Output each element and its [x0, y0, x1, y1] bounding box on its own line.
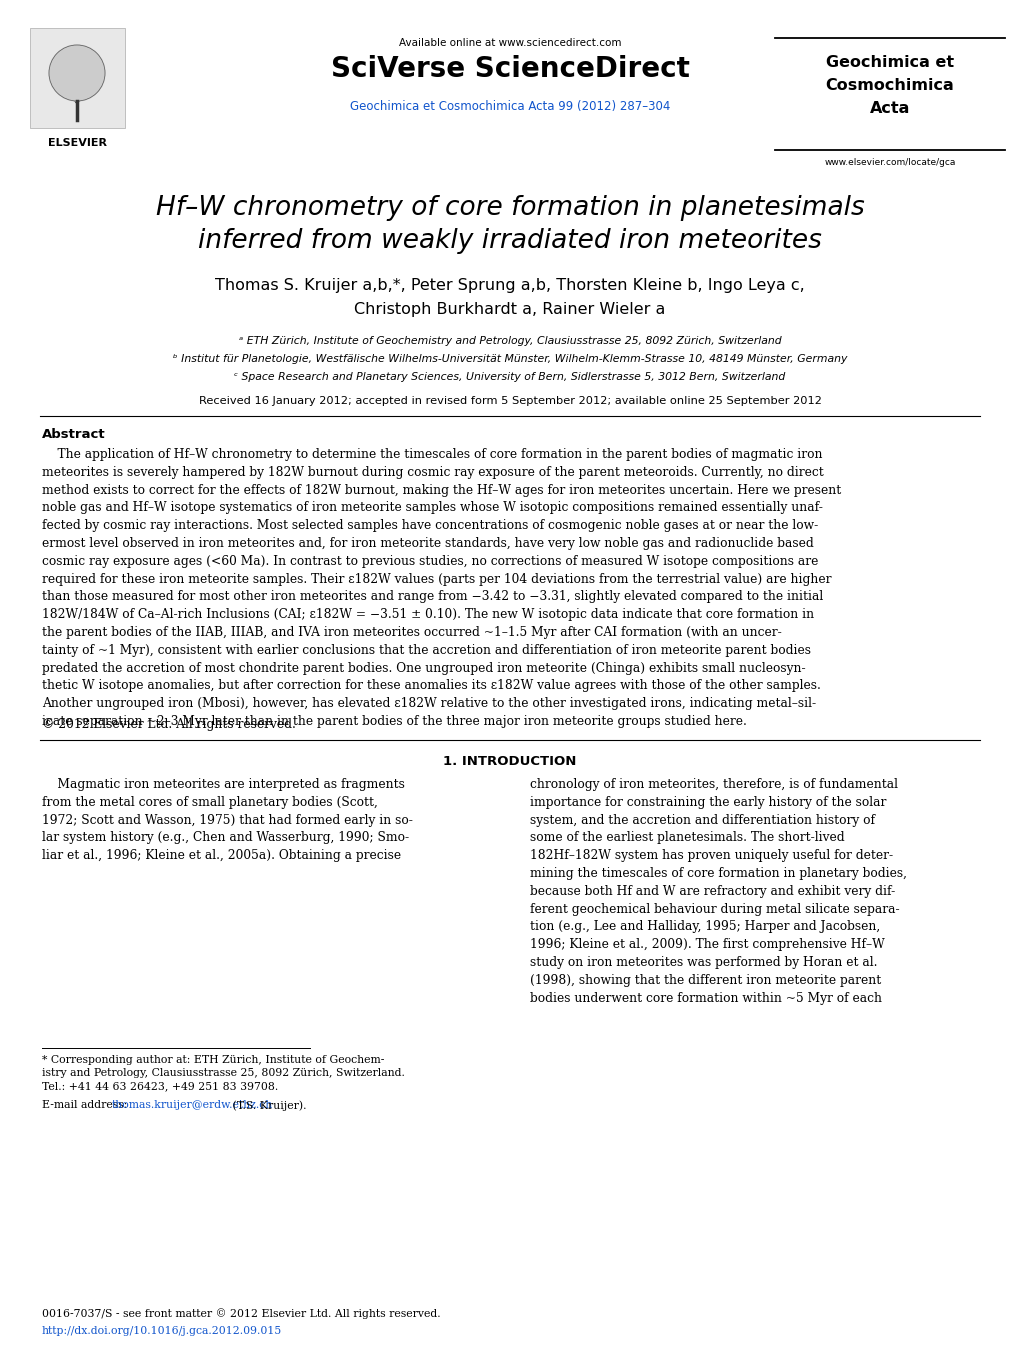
Text: www.elsevier.com/locate/gca: www.elsevier.com/locate/gca — [823, 158, 955, 167]
Text: Received 16 January 2012; accepted in revised form 5 September 2012; available o: Received 16 January 2012; accepted in re… — [199, 395, 820, 406]
Text: SciVerse ScienceDirect: SciVerse ScienceDirect — [330, 54, 689, 83]
Text: ᶜ Space Research and Planetary Sciences, University of Bern, Sidlerstrasse 5, 30: ᶜ Space Research and Planetary Sciences,… — [234, 372, 785, 382]
Text: Hf–W chronometry of core formation in planetesimals: Hf–W chronometry of core formation in pl… — [156, 194, 863, 222]
Text: Available online at www.sciencedirect.com: Available online at www.sciencedirect.co… — [398, 38, 621, 48]
Text: inferred from weakly irradiated iron meteorites: inferred from weakly irradiated iron met… — [198, 228, 821, 254]
Text: Geochimica et: Geochimica et — [825, 54, 953, 71]
Text: 1. INTRODUCTION: 1. INTRODUCTION — [443, 756, 576, 768]
Text: Magmatic iron meteorites are interpreted as fragments
from the metal cores of sm: Magmatic iron meteorites are interpreted… — [42, 777, 413, 862]
Text: ᵇ Institut für Planetologie, Westfälische Wilhelms-Universität Münster, Wilhelm-: ᵇ Institut für Planetologie, Westfälisch… — [172, 353, 847, 364]
Text: 0016-7037/S - see front matter © 2012 Elsevier Ltd. All rights reserved.: 0016-7037/S - see front matter © 2012 El… — [42, 1307, 440, 1318]
Bar — [30, 29, 125, 128]
Text: (T.S. Kruijer).: (T.S. Kruijer). — [229, 1099, 307, 1110]
Circle shape — [49, 45, 105, 101]
Text: Christoph Burkhardt a, Rainer Wieler a: Christoph Burkhardt a, Rainer Wieler a — [354, 302, 665, 317]
Text: ᵃ ETH Zürich, Institute of Geochemistry and Petrology, Clausiusstrasse 25, 8092 : ᵃ ETH Zürich, Institute of Geochemistry … — [238, 336, 781, 347]
Text: The application of Hf–W chronometry to determine the timescales of core formatio: The application of Hf–W chronometry to d… — [42, 448, 841, 728]
Text: chronology of iron meteorites, therefore, is of fundamental
importance for const: chronology of iron meteorites, therefore… — [530, 777, 906, 1004]
Text: thomas.kruijer@erdw.ethz.ch: thomas.kruijer@erdw.ethz.ch — [111, 1099, 273, 1110]
Text: Acta: Acta — [869, 101, 909, 116]
Text: Geochimica et Cosmochimica Acta 99 (2012) 287–304: Geochimica et Cosmochimica Acta 99 (2012… — [350, 101, 669, 113]
Text: Abstract: Abstract — [42, 428, 106, 442]
Text: * Corresponding author at: ETH Zürich, Institute of Geochem-
istry and Petrology: * Corresponding author at: ETH Zürich, I… — [42, 1055, 405, 1091]
Text: Thomas S. Kruijer a,b,*, Peter Sprung a,b, Thorsten Kleine b, Ingo Leya c,: Thomas S. Kruijer a,b,*, Peter Sprung a,… — [215, 279, 804, 294]
Text: ELSEVIER: ELSEVIER — [48, 139, 107, 148]
Text: Cosmochimica: Cosmochimica — [824, 77, 954, 92]
Text: © 2012 Elsevier Ltd. All rights reserved.: © 2012 Elsevier Ltd. All rights reserved… — [42, 718, 296, 731]
Text: http://dx.doi.org/10.1016/j.gca.2012.09.015: http://dx.doi.org/10.1016/j.gca.2012.09.… — [42, 1326, 282, 1336]
Text: E-mail address:: E-mail address: — [42, 1099, 130, 1110]
